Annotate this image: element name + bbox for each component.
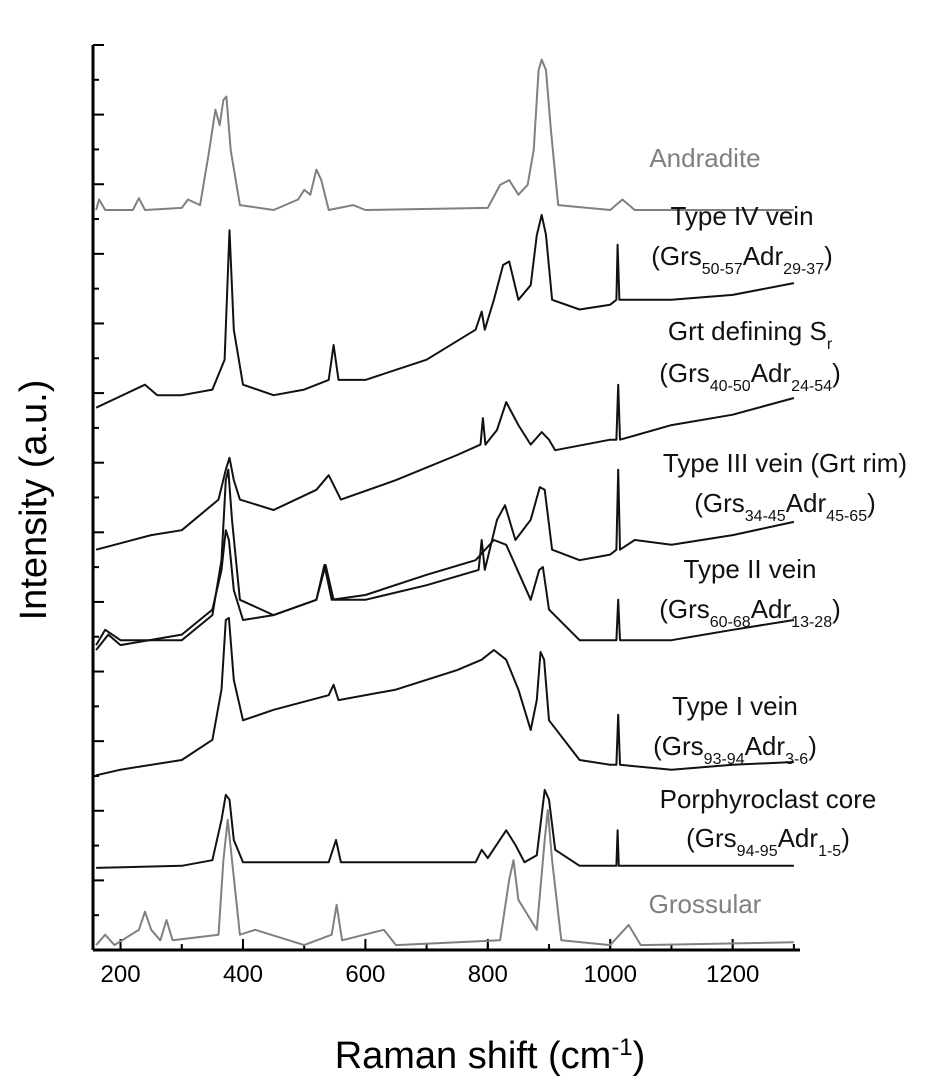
series-label-part: (Grs — [659, 594, 710, 624]
series-label: Porphyroclast core — [660, 784, 877, 814]
spectrum-line — [95, 809, 794, 947]
series-label: (Grs94-95Adr1-5) — [686, 823, 850, 860]
series-label-part: ) — [841, 823, 850, 853]
series-label-part: 93-94 — [704, 751, 745, 768]
x-tick-label: 600 — [345, 961, 385, 988]
series-label-part: 50-57 — [702, 261, 743, 278]
series-label-part: Andradite — [649, 143, 760, 173]
series-label-part: Type I vein — [672, 691, 798, 721]
x-axis-title-part: ) — [633, 1035, 646, 1077]
series-label-part: r — [827, 336, 833, 353]
series-label-part: Grt defining S — [668, 316, 827, 346]
series-label-part: Adr — [778, 823, 819, 853]
spectrum-line — [95, 383, 795, 551]
series-label-part: Grossular — [649, 889, 762, 919]
x-axis-title-part: Raman shift (cm — [335, 1035, 612, 1077]
series-label-part: Adr — [751, 358, 792, 388]
series-label-part: 40-50 — [710, 378, 751, 395]
series-label-part: 13-28 — [791, 614, 832, 631]
series-label-part: ) — [832, 594, 841, 624]
spectrum-line — [96, 788, 794, 869]
series-label-part: (Grs — [653, 731, 704, 761]
series-label: Grossular — [649, 889, 762, 919]
series-label-part: ) — [808, 731, 817, 761]
y-axis-title: Intensity (a.u.) — [13, 380, 55, 621]
series-label: Type III vein (Grt rim) — [663, 448, 907, 478]
x-axis-title-part: -1 — [611, 1034, 632, 1061]
series-label-part: ) — [824, 241, 833, 271]
x-tick-label: 400 — [223, 961, 263, 988]
spectrum-line — [95, 58, 794, 211]
series-label-part: 34-45 — [745, 508, 786, 525]
series-label-part: (Grs — [659, 358, 710, 388]
series-label-part: Type III vein (Grt rim) — [663, 448, 907, 478]
series-label-part: ) — [867, 488, 876, 518]
x-tick-label: 1000 — [584, 961, 637, 988]
series-label-part: Adr — [743, 241, 784, 271]
series-label-part: 1-5 — [818, 843, 841, 860]
series-label: (Grs60-68Adr13-28) — [659, 594, 841, 631]
series-label-part: 24-54 — [791, 378, 832, 395]
series-label: Grt defining Sr — [668, 316, 833, 353]
x-tick-label: 1200 — [706, 961, 759, 988]
series-label-part: Adr — [745, 731, 786, 761]
series-label: (Grs34-45Adr45-65) — [694, 488, 876, 525]
x-axis-title: Raman shift (cm-1) — [335, 1034, 646, 1078]
spectrum-line — [95, 213, 795, 409]
series-label: Type IV vein — [670, 201, 813, 231]
series-label-part: 94-95 — [737, 843, 778, 860]
series-label-part: Type II vein — [684, 554, 817, 584]
series-label: (Grs50-57Adr29-37) — [651, 241, 833, 278]
spectrum-line — [95, 616, 794, 777]
series-label-part: Type IV vein — [670, 201, 813, 231]
spectrum-line — [95, 529, 795, 651]
series-label: Andradite — [649, 143, 760, 173]
series-label: Type I vein — [672, 691, 798, 721]
series-label-part: (Grs — [694, 488, 745, 518]
series-label-part: 60-68 — [710, 614, 751, 631]
series-label: (Grs93-94Adr3-6) — [653, 731, 817, 768]
series-label-part: (Grs — [686, 823, 737, 853]
x-tick-label: 200 — [101, 961, 141, 988]
series-label: Type II vein — [684, 554, 817, 584]
series-label: (Grs40-50Adr24-54) — [659, 358, 841, 395]
series-label-part: 29-37 — [783, 261, 824, 278]
series-label-part: ) — [832, 358, 841, 388]
spectrum-line — [95, 468, 795, 646]
x-tick-label: 800 — [468, 961, 508, 988]
series-label-part: (Grs — [651, 241, 702, 271]
series-label-part: 45-65 — [826, 508, 867, 525]
series-label-part: Porphyroclast core — [660, 784, 877, 814]
series-label-part: Adr — [786, 488, 827, 518]
series-label-part: 3-6 — [785, 751, 808, 768]
series-label-part: Adr — [751, 594, 792, 624]
